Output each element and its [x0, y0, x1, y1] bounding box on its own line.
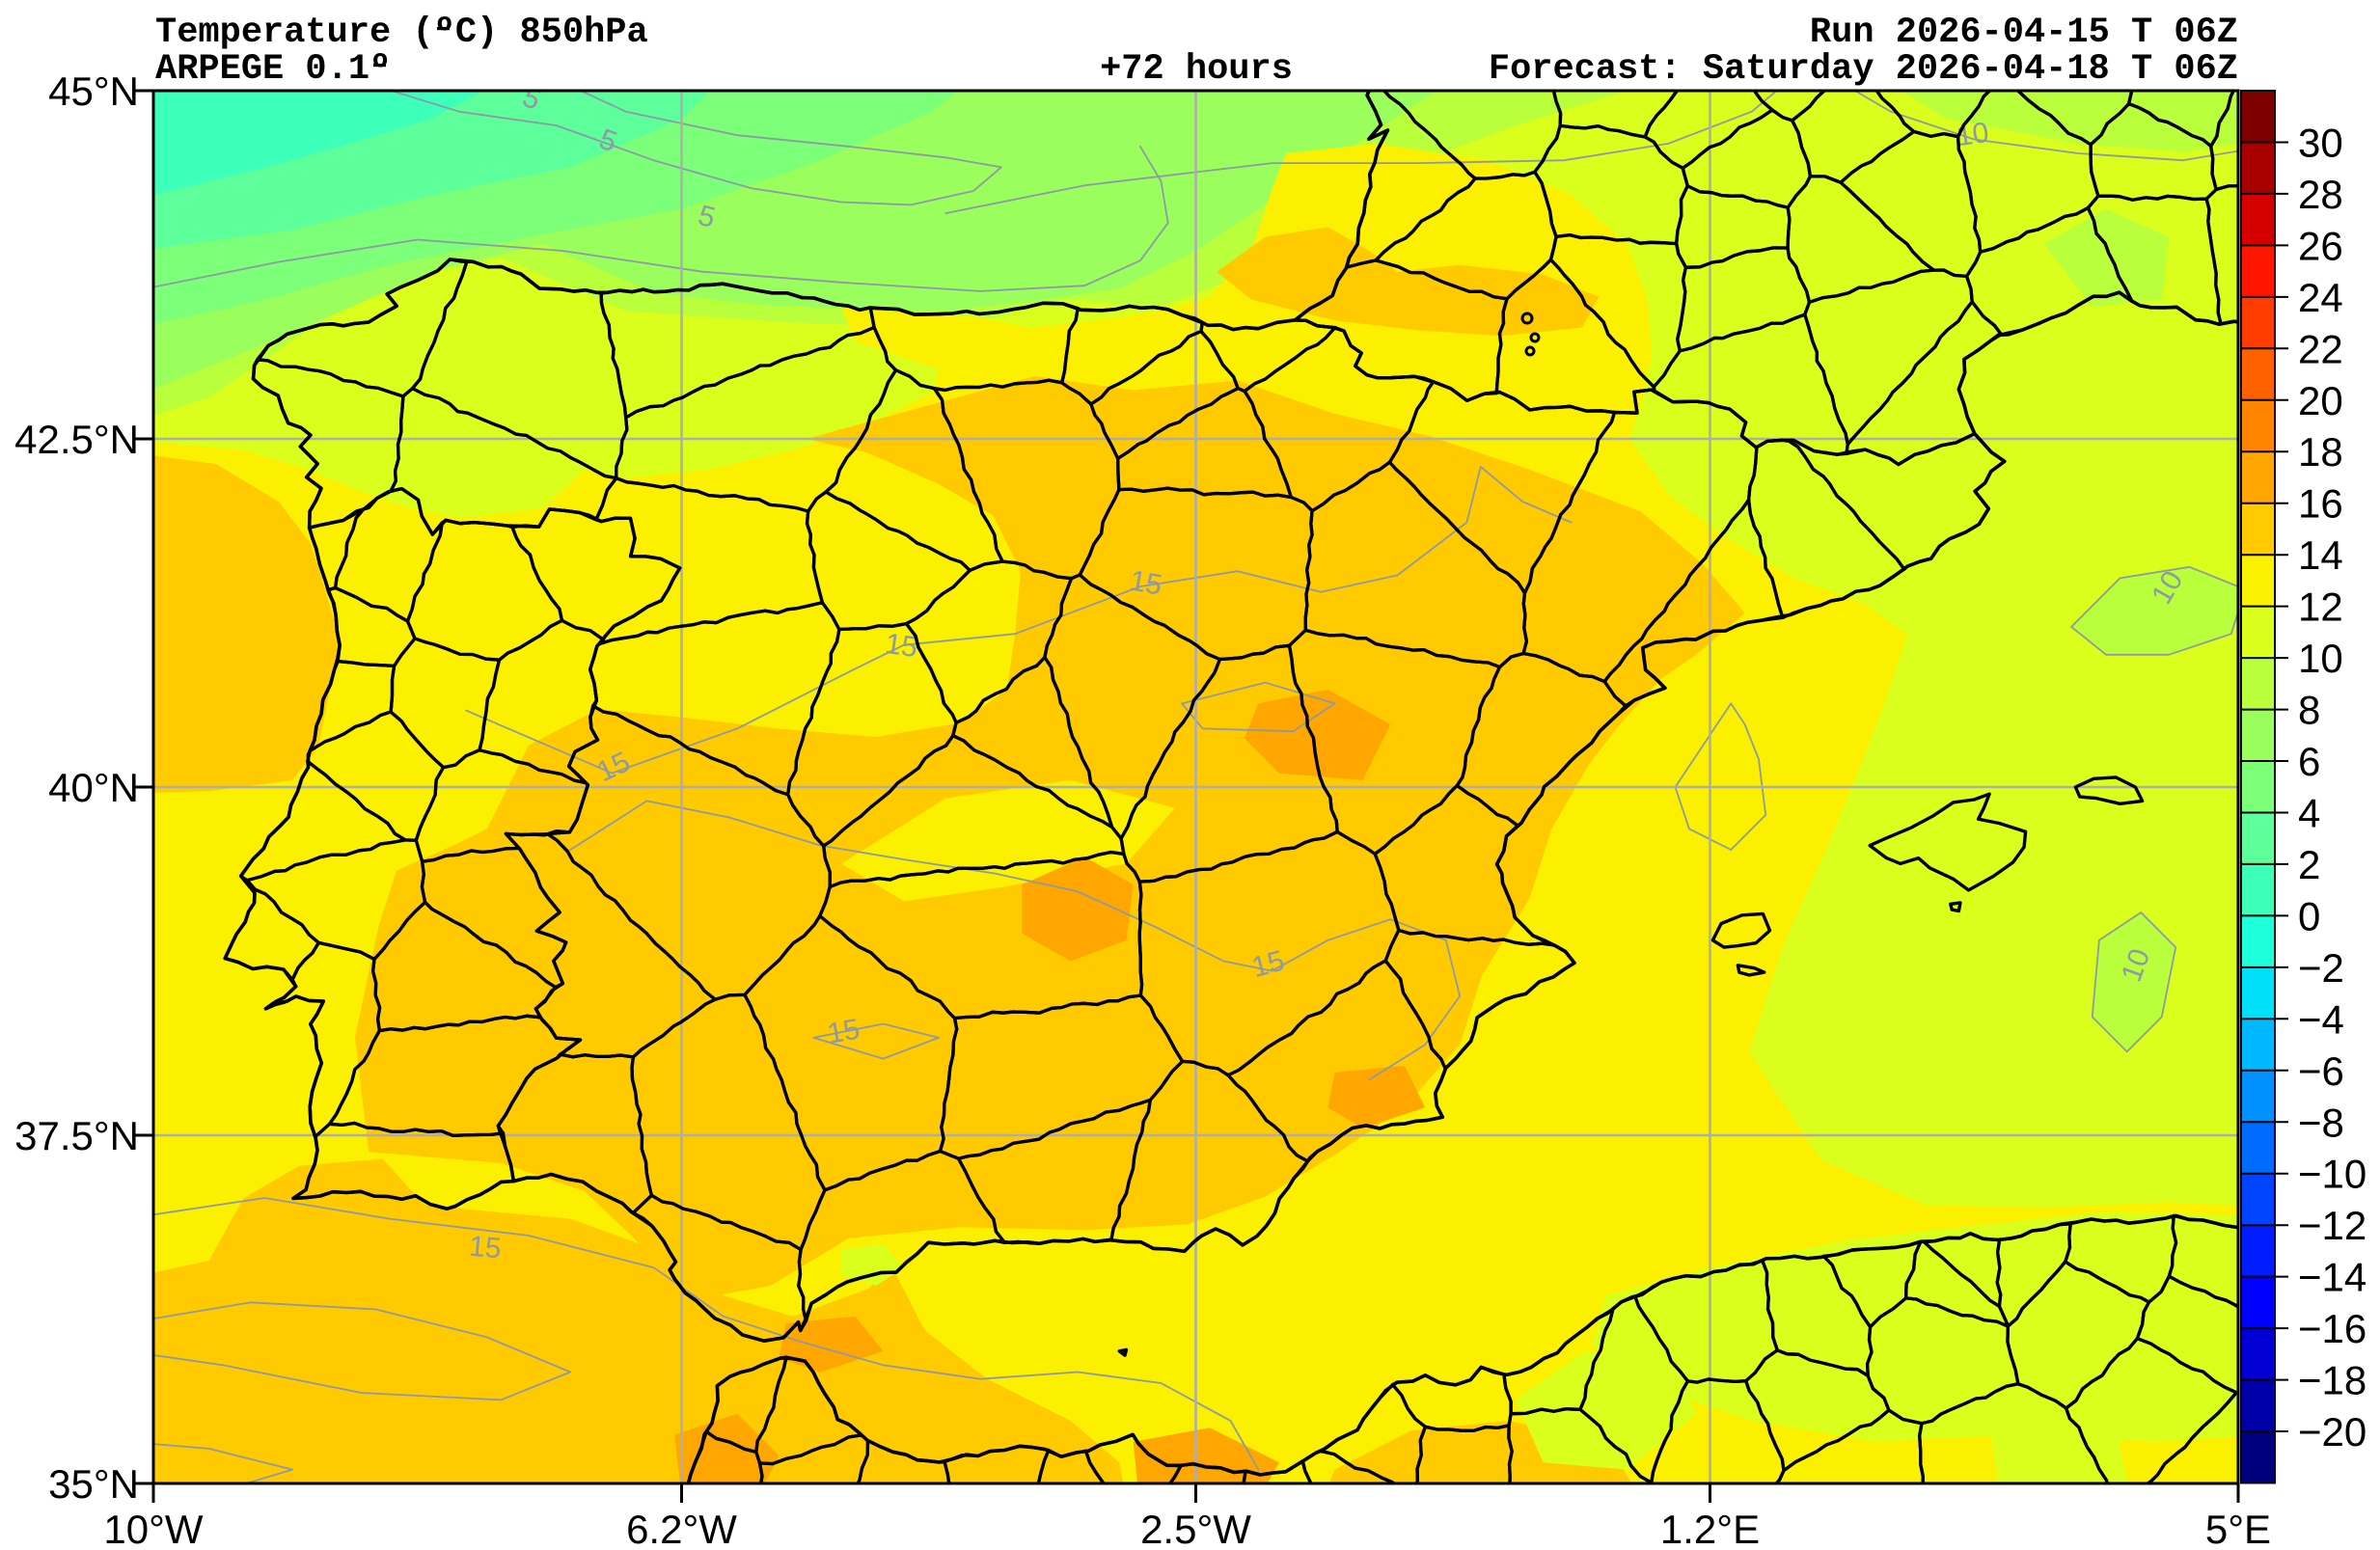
svg-text:45°N: 45°N: [48, 68, 139, 114]
svg-text:16: 16: [2298, 481, 2343, 527]
svg-text:−2: −2: [2298, 945, 2344, 991]
svg-text:ARPEGE 0.1º: ARPEGE 0.1º: [155, 49, 391, 90]
svg-text:−12: −12: [2298, 1203, 2366, 1248]
svg-text:12: 12: [2298, 585, 2343, 630]
svg-text:2: 2: [2298, 842, 2320, 887]
svg-text:8: 8: [2298, 688, 2320, 733]
svg-text:Temperature (ºC) 850hPa: Temperature (ºC) 850hPa: [155, 13, 648, 53]
svg-text:Forecast: Saturday 2026-04-18: Forecast: Saturday 2026-04-18 T 06Z: [1489, 49, 2238, 90]
svg-text:0: 0: [2298, 893, 2320, 938]
svg-text:+72 hours: +72 hours: [1100, 49, 1293, 90]
svg-text:14: 14: [2298, 532, 2343, 578]
svg-text:−8: −8: [2298, 1100, 2344, 1145]
svg-text:6: 6: [2298, 739, 2320, 784]
svg-text:−6: −6: [2298, 1048, 2344, 1094]
svg-text:42.5°N: 42.5°N: [14, 417, 139, 462]
svg-text:1.2°E: 1.2°E: [1660, 1507, 1760, 1545]
svg-text:22: 22: [2298, 326, 2343, 371]
svg-text:2.5°W: 2.5°W: [1140, 1507, 1251, 1545]
svg-text:18: 18: [2298, 429, 2343, 475]
svg-text:15: 15: [1127, 564, 1164, 601]
svg-text:10: 10: [2298, 636, 2343, 681]
svg-text:−16: −16: [2298, 1306, 2366, 1351]
svg-text:−4: −4: [2298, 996, 2344, 1042]
svg-text:37.5°N: 37.5°N: [14, 1113, 139, 1158]
svg-text:−10: −10: [2298, 1152, 2366, 1197]
svg-text:−20: −20: [2298, 1409, 2366, 1455]
svg-text:5°E: 5°E: [2205, 1507, 2271, 1545]
svg-text:20: 20: [2298, 378, 2343, 423]
svg-text:−18: −18: [2298, 1358, 2366, 1403]
svg-text:30: 30: [2298, 121, 2343, 166]
svg-text:6.2°W: 6.2°W: [626, 1507, 737, 1545]
svg-text:Run 2026-04-15 T 06Z: Run 2026-04-15 T 06Z: [1810, 13, 2238, 53]
svg-text:15: 15: [825, 1013, 862, 1049]
svg-text:15: 15: [468, 1231, 503, 1265]
svg-text:24: 24: [2298, 275, 2343, 320]
svg-text:35°N: 35°N: [48, 1461, 139, 1507]
svg-text:28: 28: [2298, 172, 2343, 217]
svg-text:40°N: 40°N: [48, 765, 139, 810]
svg-text:10°W: 10°W: [103, 1507, 204, 1545]
svg-text:26: 26: [2298, 223, 2343, 268]
svg-text:4: 4: [2298, 791, 2320, 836]
svg-text:−14: −14: [2298, 1255, 2366, 1300]
